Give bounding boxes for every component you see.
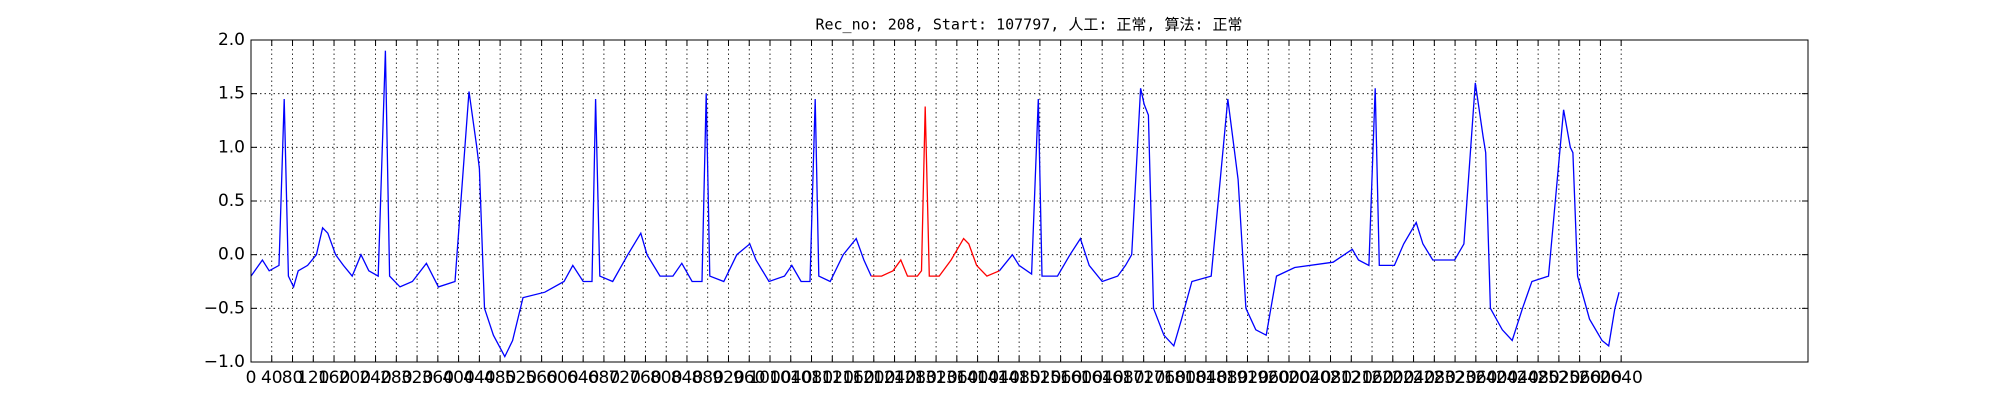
x-tick-label: 840 [671, 368, 703, 388]
x-tick-label: 2280 [1413, 368, 1456, 388]
x-tick-label: 2400 [1475, 368, 1518, 388]
x-tick-label: 920 [712, 368, 744, 388]
x-tick-label: 800 [650, 368, 682, 388]
x-tick-label: 2120 [1330, 368, 1373, 388]
x-tick-label: 1360 [935, 368, 978, 388]
x-tick-label: 360 [422, 368, 454, 388]
x-tick-label: 2040 [1288, 368, 1331, 388]
x-tick-label: 1920 [1226, 368, 1269, 388]
x-tick-label: 2440 [1496, 368, 1539, 388]
x-tick-label: 1120 [811, 368, 854, 388]
x-tick-label: 520 [505, 368, 537, 388]
y-tick-label: 0.5 [218, 191, 245, 211]
x-tick-label: 880 [691, 368, 723, 388]
x-tick-label: 960 [733, 368, 765, 388]
x-tick-label: 640 [567, 368, 599, 388]
x-tick-label: 1240 [873, 368, 916, 388]
x-tick-label: 560 [525, 368, 557, 388]
x-tick-label: 320 [401, 368, 433, 388]
x-tick-label: 2080 [1309, 368, 1352, 388]
plot-frame [250, 39, 1809, 363]
x-tick-label: 1840 [1184, 368, 1227, 388]
x-tick-label: 240 [359, 368, 391, 388]
x-tick-label: 160 [318, 368, 350, 388]
x-tick-label: 40 [261, 368, 283, 388]
x-tick-label: 400 [442, 368, 474, 388]
chart-title: Rec_no: 208, Start: 107797, 人工: 正常, 算法: … [815, 16, 1242, 34]
x-tick-label: 2320 [1433, 368, 1476, 388]
x-tick-label: 2560 [1558, 368, 1601, 388]
x-tick-label: 1760 [1143, 368, 1186, 388]
x-tick-label: 0 [246, 368, 257, 388]
x-tick-label: 2240 [1392, 368, 1435, 388]
x-tick-label: 1320 [914, 368, 957, 388]
x-tick-label: 440 [463, 368, 495, 388]
x-tick-label: 2600 [1579, 368, 1622, 388]
ecg-line [871, 106, 1000, 277]
x-tick-label: 1560 [1039, 368, 1082, 388]
x-tick-label: 1200 [852, 368, 895, 388]
x-tick-label: 1960 [1247, 368, 1290, 388]
x-tick-label: 2480 [1516, 368, 1559, 388]
x-tick-label: 1080 [790, 368, 833, 388]
x-tick-label: 1800 [1164, 368, 1207, 388]
x-tick-label: 600 [546, 368, 578, 388]
x-tick-label: 2360 [1454, 368, 1497, 388]
x-tick-label: 1440 [977, 368, 1020, 388]
y-tick-label: 1.0 [218, 137, 245, 157]
x-tick-label: 120 [297, 368, 329, 388]
x-tick-label: 480 [484, 368, 516, 388]
y-tick-label: −1.0 [204, 352, 245, 372]
x-tick-label: 720 [608, 368, 640, 388]
x-tick-label: 1520 [1018, 368, 1061, 388]
x-tick-label: 280 [380, 368, 412, 388]
x-tick-label: 2160 [1350, 368, 1393, 388]
x-tick-label: 2520 [1537, 368, 1580, 388]
x-tick-label: 1000 [748, 368, 791, 388]
x-tick-label: 200 [339, 368, 371, 388]
x-tick-label: 2000 [1267, 368, 1310, 388]
x-tick-label: 2200 [1371, 368, 1414, 388]
x-tick-label: 2640 [1600, 368, 1643, 388]
y-tick-label: 2.0 [218, 30, 245, 50]
x-tick-label: 1480 [997, 368, 1040, 388]
x-tick-label: 1720 [1122, 368, 1165, 388]
x-tick-label: 680 [588, 368, 620, 388]
y-tick-label: −0.5 [204, 298, 245, 318]
x-tick-label: 1280 [894, 368, 937, 388]
x-tick-label: 1880 [1205, 368, 1248, 388]
y-tick-label: 1.5 [218, 84, 245, 104]
x-tick-label: 1680 [1101, 368, 1144, 388]
x-tick-label: 760 [629, 368, 661, 388]
x-tick-label: 1160 [831, 368, 874, 388]
x-tick-label: 1040 [769, 368, 812, 388]
y-tick-label: 0.0 [218, 245, 245, 265]
x-tick-label: 1600 [1060, 368, 1103, 388]
ecg-line [250, 50, 1620, 359]
x-tick-label: 1400 [956, 368, 999, 388]
x-tick-label: 1640 [1081, 368, 1124, 388]
x-tick-label: 80 [282, 368, 304, 388]
